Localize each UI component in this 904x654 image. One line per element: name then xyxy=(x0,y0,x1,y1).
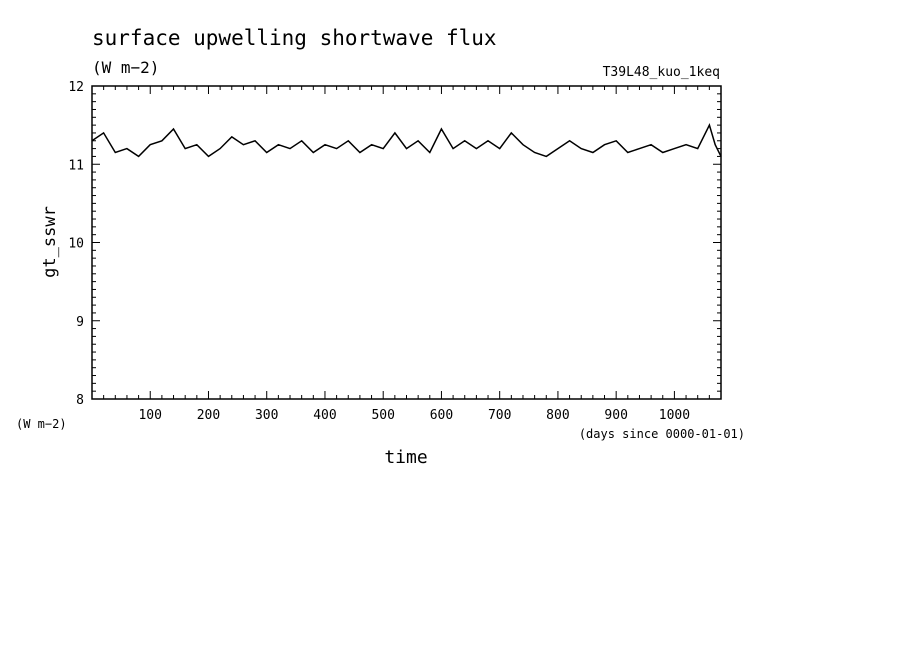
x-tick-label: 600 xyxy=(430,408,453,423)
x-axis-label: time xyxy=(384,447,427,468)
x-tick-label: 100 xyxy=(138,408,161,423)
y-tick-labels: 8 9 10 11 12 xyxy=(68,80,84,408)
y-tick-label: 8 xyxy=(76,393,84,408)
x-tick-label: 300 xyxy=(255,408,278,423)
run-label: T39L48_kuo_1keq xyxy=(603,65,720,80)
x-tick-labels: 100 200 300 400 500 600 700 800 900 1000 xyxy=(138,408,690,423)
x-axis-units: (days since 0000-01-01) xyxy=(579,427,745,441)
series-line xyxy=(91,123,722,158)
y-axis-label: gt_sswr xyxy=(40,206,60,278)
x-tick-label: 200 xyxy=(197,408,220,423)
y-tick-label: 9 xyxy=(76,315,84,330)
axis-ticks xyxy=(92,85,721,400)
plot-frame xyxy=(91,85,722,400)
x-tick-label: 400 xyxy=(313,408,336,423)
x-tick-label: 800 xyxy=(546,408,569,423)
y-axis-units: (W m−2) xyxy=(16,417,67,431)
x-tick-label: 700 xyxy=(488,408,511,423)
x-tick-label: 1000 xyxy=(659,408,690,423)
y-tick-label: 10 xyxy=(68,237,84,252)
x-tick-label: 900 xyxy=(604,408,627,423)
y-tick-label: 12 xyxy=(68,80,84,95)
chart-units: (W m−2) xyxy=(92,58,159,77)
chart-title: surface upwelling shortwave flux xyxy=(92,26,497,50)
y-tick-label: 11 xyxy=(68,158,84,173)
x-tick-label: 500 xyxy=(371,408,394,423)
